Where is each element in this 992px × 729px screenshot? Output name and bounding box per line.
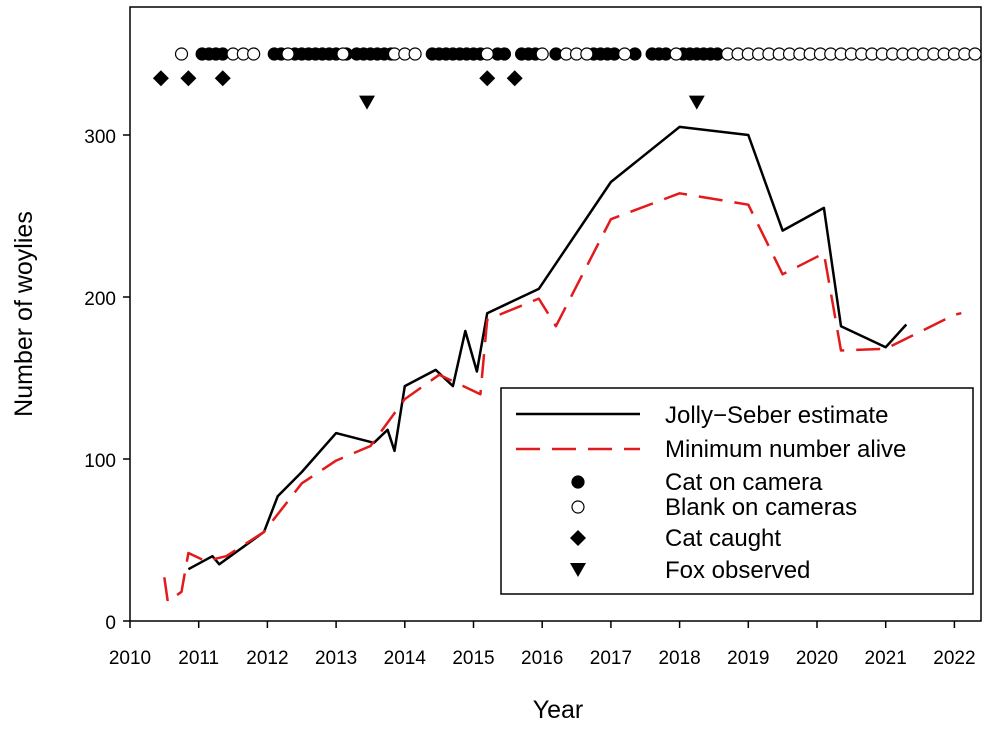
legend: Jolly−Seber estimate Minimum number aliv…	[500, 387, 974, 595]
blank-on-cameras-point	[480, 47, 494, 61]
legend-marker-blank-on-cameras	[571, 500, 585, 514]
legend-marker-cat-on-camera	[571, 475, 585, 489]
x-tick-label: 2012	[246, 648, 288, 669]
x-tick-label: 2020	[796, 648, 838, 669]
cat-on-camera-point	[497, 47, 512, 61]
blank-on-cameras-point	[174, 47, 189, 61]
x-tick-label: 2016	[521, 648, 563, 669]
fox-observed-point	[688, 95, 705, 110]
legend-label-blank-on-cameras: Blank on cameras	[665, 494, 857, 521]
blank-on-cameras-point	[408, 47, 422, 61]
legend-label-cat-caught: Cat caught	[665, 525, 781, 552]
x-tick-label: 2022	[933, 648, 975, 669]
legend-label-cat-on-camera: Cat on camera	[665, 469, 823, 496]
blank-on-cameras-point	[580, 47, 594, 61]
x-tick-label: 2013	[315, 648, 357, 669]
fox-observed-point	[359, 95, 376, 110]
minimum-alive-line	[163, 192, 962, 603]
cat-caught-point	[479, 70, 496, 87]
cat-caught-point	[180, 70, 197, 87]
blank-on-cameras-point	[336, 47, 350, 61]
legend-label-jolly-seber: Jolly−Seber estimate	[665, 402, 888, 429]
blank-on-cameras-point	[669, 47, 683, 61]
y-axis-ticks: 0 100 200 300	[84, 127, 130, 634]
y-tick-label: 0	[105, 613, 116, 634]
series-layer	[152, 47, 982, 603]
y-tick-label: 300	[84, 127, 116, 148]
x-tick-label: 2011	[178, 648, 219, 669]
cat-caught-point	[214, 70, 231, 87]
y-tick-label: 100	[84, 451, 116, 472]
x-tick-label: 2019	[727, 648, 769, 669]
x-tick-label: 2010	[109, 648, 151, 669]
blank-on-cameras-point	[535, 47, 549, 61]
blank-on-cameras-point	[247, 47, 261, 61]
blank-on-cameras-point	[618, 47, 632, 61]
legend-label-minimum-alive: Minimum number alive	[665, 436, 906, 463]
cat-caught-point	[506, 70, 523, 87]
x-tick-label: 2018	[658, 648, 700, 669]
x-tick-label: 2015	[452, 648, 494, 669]
y-tick-label: 200	[84, 289, 116, 310]
legend-label-fox-observed: Fox observed	[665, 557, 810, 584]
x-axis-ticks: 2010 2011 2012 2013 2014 2015 2016 2017 2018 2019…	[109, 621, 976, 669]
cat-caught-point	[152, 70, 169, 87]
legend-marker-fox-observed	[570, 563, 586, 577]
plot-frame	[129, 6, 982, 622]
legend-marker-cat-caught	[570, 530, 586, 546]
x-tick-label: 2017	[590, 648, 632, 669]
y-axis-title: Number of woylies	[10, 211, 38, 417]
x-axis-title: Year	[533, 696, 584, 724]
blank-on-cameras-point	[968, 47, 982, 61]
x-tick-label: 2014	[384, 648, 427, 669]
blank-on-cameras-point	[281, 47, 295, 61]
legend-box	[500, 387, 974, 595]
jolly-seber-line	[187, 125, 908, 571]
x-tick-label: 2021	[865, 648, 907, 669]
